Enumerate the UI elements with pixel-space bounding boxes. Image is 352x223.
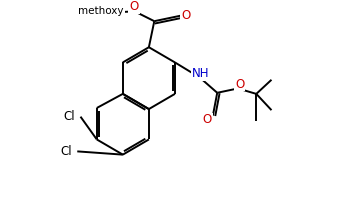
Text: O: O <box>181 8 190 21</box>
Text: NH: NH <box>192 67 210 80</box>
Text: O: O <box>130 0 139 13</box>
Text: O: O <box>129 1 138 14</box>
Text: Cl: Cl <box>63 110 75 123</box>
Text: O: O <box>235 78 244 91</box>
Text: O: O <box>203 114 212 126</box>
Text: O: O <box>182 9 191 22</box>
Text: Cl: Cl <box>60 145 72 158</box>
Text: methoxy: methoxy <box>78 6 124 17</box>
